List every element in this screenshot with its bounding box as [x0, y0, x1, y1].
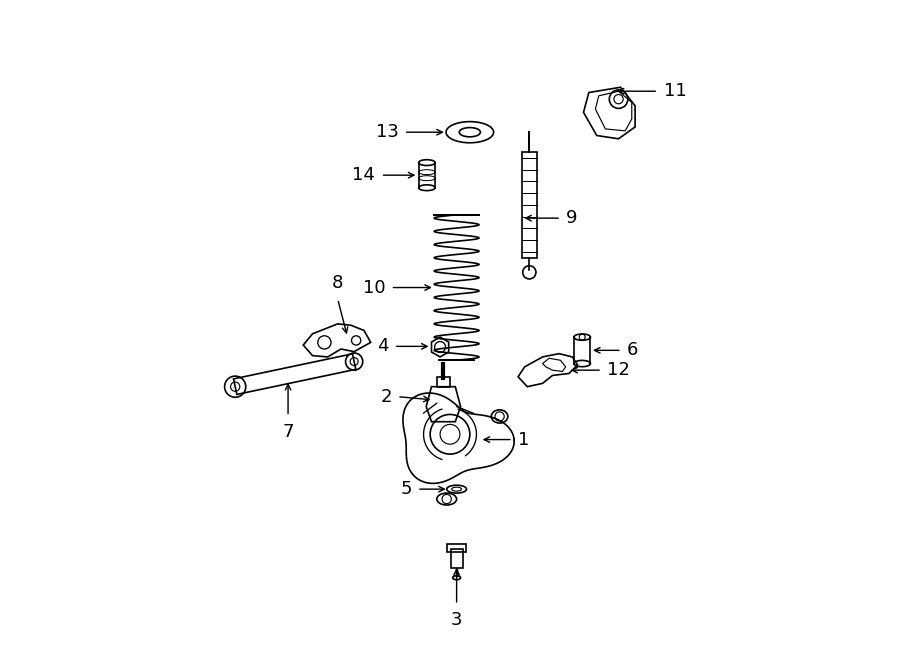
Text: 9: 9: [566, 209, 578, 227]
Text: 14: 14: [353, 166, 375, 184]
Text: 1: 1: [518, 430, 529, 449]
Text: 10: 10: [363, 278, 385, 297]
Text: 4: 4: [377, 337, 389, 356]
Text: 13: 13: [375, 123, 399, 141]
Bar: [451, 549, 463, 568]
Text: 2: 2: [381, 387, 392, 406]
Text: 11: 11: [663, 82, 687, 100]
Text: 12: 12: [608, 361, 630, 379]
Bar: [436, 377, 450, 387]
Text: 8: 8: [332, 274, 343, 292]
Text: 7: 7: [283, 423, 293, 441]
Bar: [522, 152, 536, 258]
Bar: [447, 544, 466, 552]
Text: 3: 3: [451, 611, 463, 629]
Text: 6: 6: [627, 341, 638, 360]
Text: 5: 5: [400, 480, 411, 498]
